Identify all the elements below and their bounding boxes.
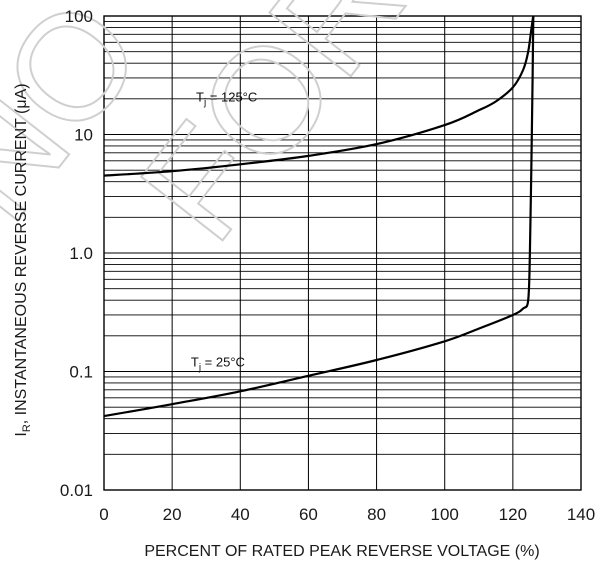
y-tick-label: 10: [74, 126, 93, 145]
x-tick-label: 0: [99, 505, 108, 524]
series-annotations: Tj = 125°C Tj = 25°C: [191, 89, 257, 373]
plot-frame: [103, 15, 582, 491]
y-tick-label: 100: [65, 7, 93, 26]
y-tick-labels: 0.01 0.1 1.0 10 100: [60, 7, 93, 500]
y-axis-label: IR, INSTANTANEOUS REVERSE CURRENT (μA): [13, 83, 33, 436]
series-annotation-0: Tj = 125°C: [196, 89, 257, 108]
y-axis-label-main: I: [13, 432, 30, 436]
y-tick-label: 0.01: [60, 481, 93, 500]
series-annotation-1: Tj = 25°C: [191, 355, 245, 374]
y-tick-label: 0.1: [69, 363, 93, 382]
x-tick-label: 40: [231, 505, 250, 524]
x-tick-label: 140: [567, 505, 595, 524]
x-tick-labels: 0 20 40 60 80 100 120 140: [99, 505, 595, 524]
series-line-0: [103, 15, 535, 177]
series-lines: [103, 15, 535, 418]
grid: [103, 15, 582, 491]
y-axis-label-sub: R: [21, 424, 33, 432]
x-tick-label: 100: [431, 505, 459, 524]
y-tick-label: 1.0: [69, 244, 93, 263]
x-tick-label: 20: [163, 505, 182, 524]
y-axis-label-rest: , INSTANTANEOUS REVERSE CURRENT (μA): [13, 83, 30, 424]
x-axis-label: PERCENT OF RATED PEAK REVERSE VOLTAGE (%…: [144, 543, 539, 560]
x-tick-label: 80: [367, 505, 386, 524]
x-tick-label: 120: [499, 505, 527, 524]
series-line-1: [103, 15, 535, 418]
x-tick-label: 60: [299, 505, 318, 524]
